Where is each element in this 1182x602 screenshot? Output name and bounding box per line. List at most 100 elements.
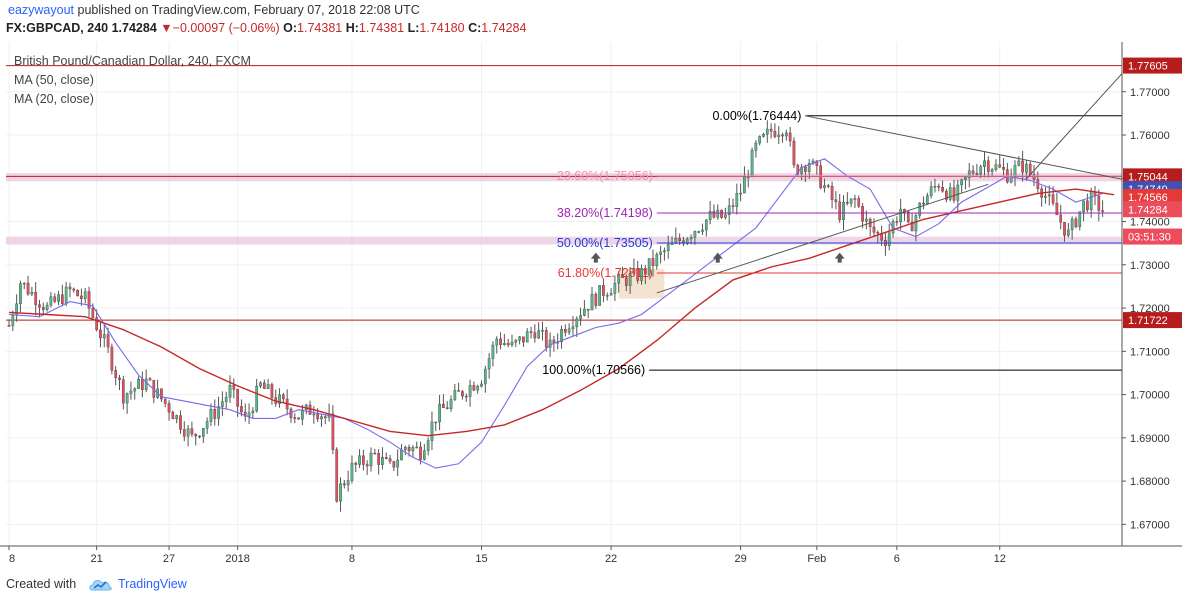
candle-body — [861, 206, 864, 222]
candle — [666, 235, 670, 259]
chart-legend: British Pound/Canadian Dollar, 240, FXCM… — [14, 52, 251, 109]
candle — [697, 230, 701, 234]
candle — [1070, 216, 1074, 240]
candle-body — [423, 450, 426, 460]
candle — [114, 366, 118, 386]
candle-body — [598, 285, 601, 306]
projection-arrow-line — [1026, 65, 1130, 180]
candle-body — [430, 421, 434, 441]
candle — [80, 288, 83, 306]
candle-body — [171, 412, 175, 420]
candle-body — [377, 453, 380, 465]
candle-body — [571, 326, 575, 330]
candle-body — [644, 268, 647, 275]
candle-body — [701, 229, 704, 232]
candle-body — [1055, 203, 1059, 216]
candle — [693, 230, 697, 245]
candle — [830, 181, 834, 209]
candle-body — [815, 160, 819, 166]
candle-body — [102, 334, 106, 339]
candle — [857, 195, 861, 208]
candle-body — [1013, 165, 1017, 177]
candle — [144, 369, 148, 393]
candle — [182, 421, 186, 442]
candle-body — [312, 413, 316, 416]
fib-level-label: 38.20%(1.74198) — [557, 206, 653, 220]
candle-body — [419, 446, 422, 460]
candle — [922, 196, 925, 210]
candle-body — [1078, 211, 1082, 227]
candle-body — [26, 282, 30, 295]
candle — [605, 292, 609, 301]
trendline — [656, 183, 989, 294]
chart-header: eazywayout published on TradingView.com,… — [0, 0, 1182, 42]
candle — [765, 120, 769, 143]
candle — [1101, 200, 1104, 217]
candle — [453, 383, 457, 402]
candle-body — [11, 315, 15, 326]
price-tag-label: 1.74566 — [1128, 192, 1168, 204]
candle — [68, 282, 72, 298]
candle — [594, 292, 598, 309]
author-link[interactable]: eazywayout — [8, 3, 75, 17]
candle — [255, 378, 259, 413]
candle-body — [407, 446, 411, 452]
candle — [495, 336, 499, 354]
candle — [148, 377, 152, 381]
candle-body — [983, 160, 986, 168]
trendline — [805, 115, 1160, 188]
candle-body — [918, 202, 922, 216]
candle-body — [998, 164, 1002, 168]
candle — [26, 275, 30, 296]
candle — [99, 321, 102, 348]
candle-body — [838, 201, 842, 221]
candle-body — [491, 344, 495, 359]
candle-body — [384, 457, 388, 459]
candle-body — [579, 315, 582, 320]
candle-body — [922, 202, 925, 205]
candle — [491, 341, 495, 367]
price-tick-label: 1.68000 — [1130, 476, 1170, 488]
candle-body — [975, 173, 979, 175]
candle — [445, 401, 449, 410]
candle-body — [647, 258, 651, 275]
candle — [41, 302, 45, 316]
candle-body — [68, 286, 72, 290]
candle — [876, 230, 880, 243]
candle — [609, 288, 613, 296]
candle-body — [30, 291, 34, 295]
candle — [118, 374, 121, 391]
candle-body — [522, 336, 525, 343]
candle-body — [198, 435, 201, 438]
candle — [137, 376, 140, 389]
candle-body — [544, 330, 548, 348]
candle-body — [362, 455, 365, 465]
candle-body — [106, 334, 110, 348]
tradingview-link[interactable]: TradingView — [118, 577, 187, 591]
candle — [731, 198, 735, 213]
candle — [788, 126, 792, 147]
candle-body — [910, 221, 914, 232]
candle — [11, 310, 15, 332]
candle-body — [720, 209, 723, 218]
candle-body — [1047, 194, 1051, 197]
candle — [773, 123, 777, 139]
candle-body — [933, 185, 937, 188]
time-tick-label: 15 — [475, 553, 487, 565]
candle-body — [541, 330, 544, 332]
candle — [1066, 222, 1070, 238]
price-tag — [1123, 168, 1182, 185]
price-chart[interactable]: 0.00%(1.76444) 23.60%(1.75056) 38.20%(1.74… — [0, 42, 1182, 570]
price-tick-label: 1.77000 — [1130, 87, 1170, 99]
candle — [1063, 222, 1066, 242]
candle — [514, 339, 518, 348]
candle — [640, 264, 643, 285]
candle-body — [967, 170, 971, 178]
candle-body — [1074, 218, 1078, 227]
fib-level-label: 61.80%(1.72811) — [558, 266, 653, 280]
candle-body — [746, 176, 750, 178]
candle-body — [72, 288, 76, 291]
candle-body — [964, 177, 967, 180]
candle — [476, 384, 480, 394]
candle-body — [560, 329, 563, 343]
